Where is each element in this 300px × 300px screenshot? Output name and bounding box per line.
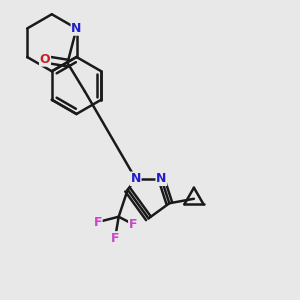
Text: N: N bbox=[130, 172, 141, 185]
Text: O: O bbox=[40, 53, 50, 66]
Text: N: N bbox=[156, 172, 167, 185]
Text: F: F bbox=[93, 216, 102, 229]
Text: F: F bbox=[111, 232, 119, 245]
Text: F: F bbox=[129, 218, 137, 231]
Text: N: N bbox=[71, 22, 82, 35]
